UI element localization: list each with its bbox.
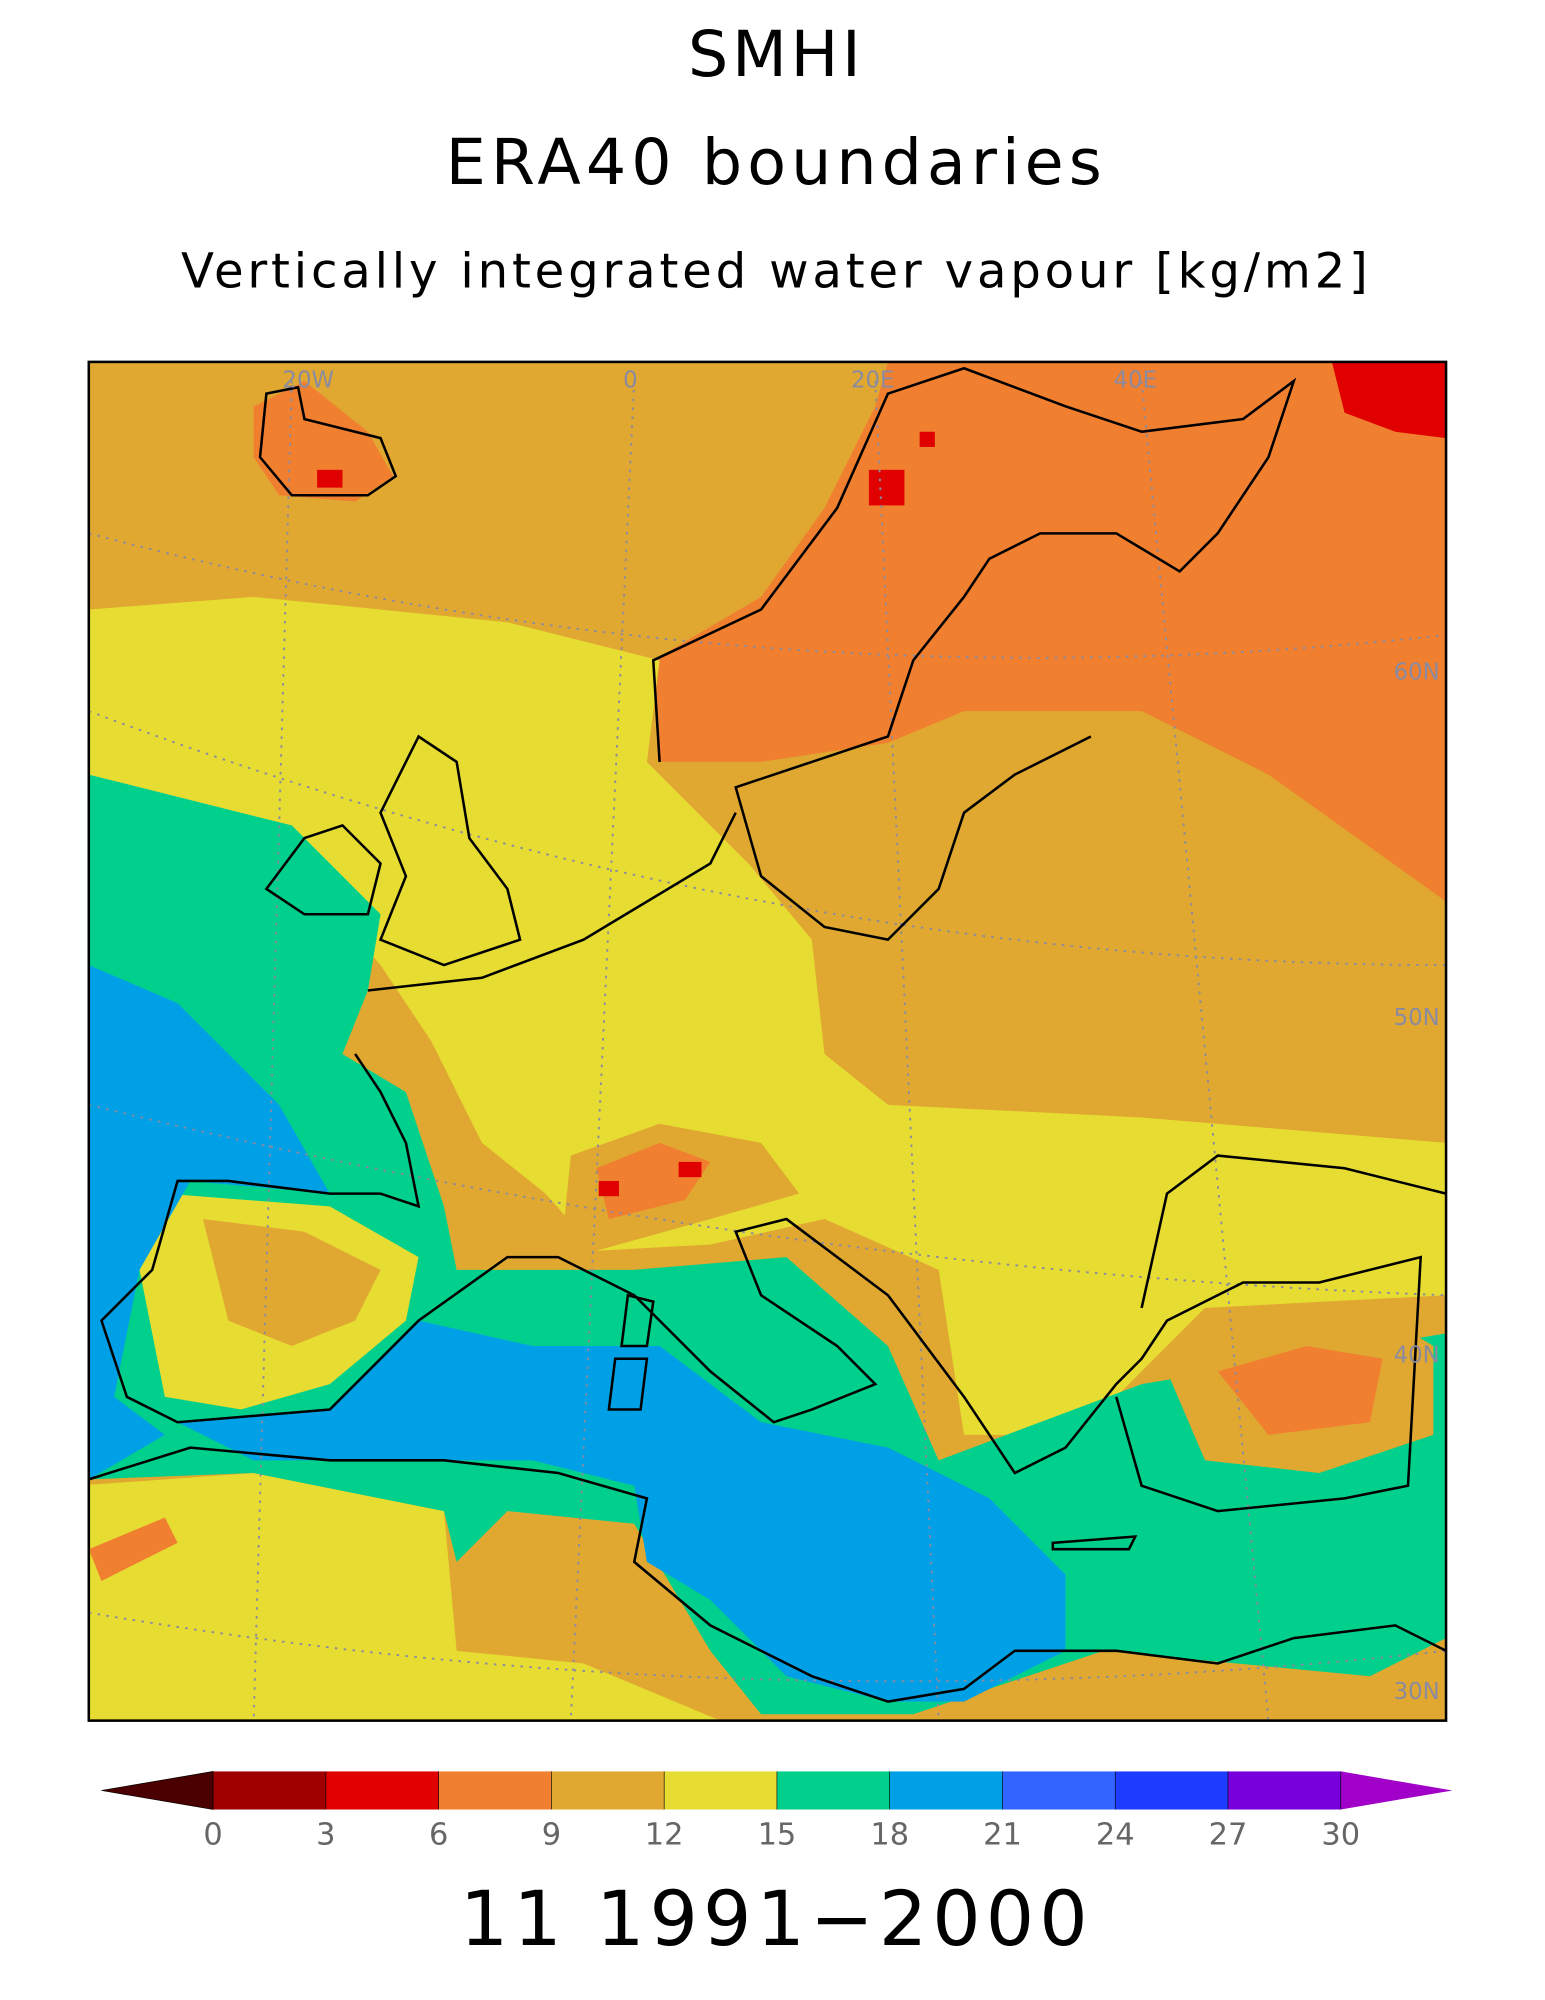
colorbar-tick-label: 3	[316, 1818, 335, 1853]
colorbar-band	[1228, 1771, 1341, 1810]
field-map	[88, 361, 1447, 1721]
lon-label: 20W	[282, 367, 334, 393]
colorbar-tick-label: 12	[645, 1818, 684, 1853]
colorbar-over	[1340, 1771, 1453, 1810]
colorbar-tick-label: 18	[870, 1818, 909, 1853]
colorbar-tick-label: 30	[1321, 1818, 1360, 1853]
colorbar-band	[438, 1771, 552, 1810]
colorbar-tick-label: 24	[1096, 1818, 1135, 1853]
colorbar-band	[889, 1771, 1003, 1810]
colorbar-band	[551, 1771, 665, 1810]
lon-label: 40E	[1114, 367, 1157, 393]
colorbar-band	[1002, 1771, 1116, 1810]
lon-labels: 20W 0 20E 40E	[282, 367, 1157, 393]
variable: Vertically integrated water vapour [kg/m…	[181, 243, 1372, 299]
colorbar-tick-label: 9	[542, 1818, 561, 1853]
colorbar-band	[325, 1771, 439, 1810]
lon-label: 20E	[851, 367, 894, 393]
colorbar-under	[101, 1771, 214, 1810]
lat-label: 30N	[1394, 1679, 1440, 1705]
colorbar-tick-label: 15	[758, 1818, 797, 1853]
lat-labels: 60N 50N 40N 30N	[1394, 660, 1440, 1706]
subtitle: ERA40 boundaries	[446, 125, 1107, 199]
footer-period: 11 1991−2000	[460, 1874, 1093, 1963]
colorbar-tick-label: 6	[429, 1818, 448, 1853]
colorbar-band	[1115, 1771, 1229, 1810]
colorbar-band	[664, 1771, 777, 1810]
colorbar-tick-label: 27	[1209, 1818, 1248, 1853]
lon-label: 0	[623, 367, 638, 393]
lat-label: 60N	[1394, 660, 1440, 686]
colorbar-band	[213, 1771, 326, 1810]
title: SMHI	[688, 17, 865, 91]
colorbar: 0 3 6 9 12 15 18 21 24 27 30	[101, 1771, 1453, 1853]
lat-label: 40N	[1394, 1343, 1440, 1369]
colorbar-tick-label: 0	[203, 1818, 222, 1853]
map-frame	[87, 360, 1448, 1722]
lat-label: 50N	[1394, 1005, 1440, 1031]
colorbar-band	[776, 1771, 890, 1810]
colorbar-tick-label: 21	[983, 1818, 1022, 1853]
